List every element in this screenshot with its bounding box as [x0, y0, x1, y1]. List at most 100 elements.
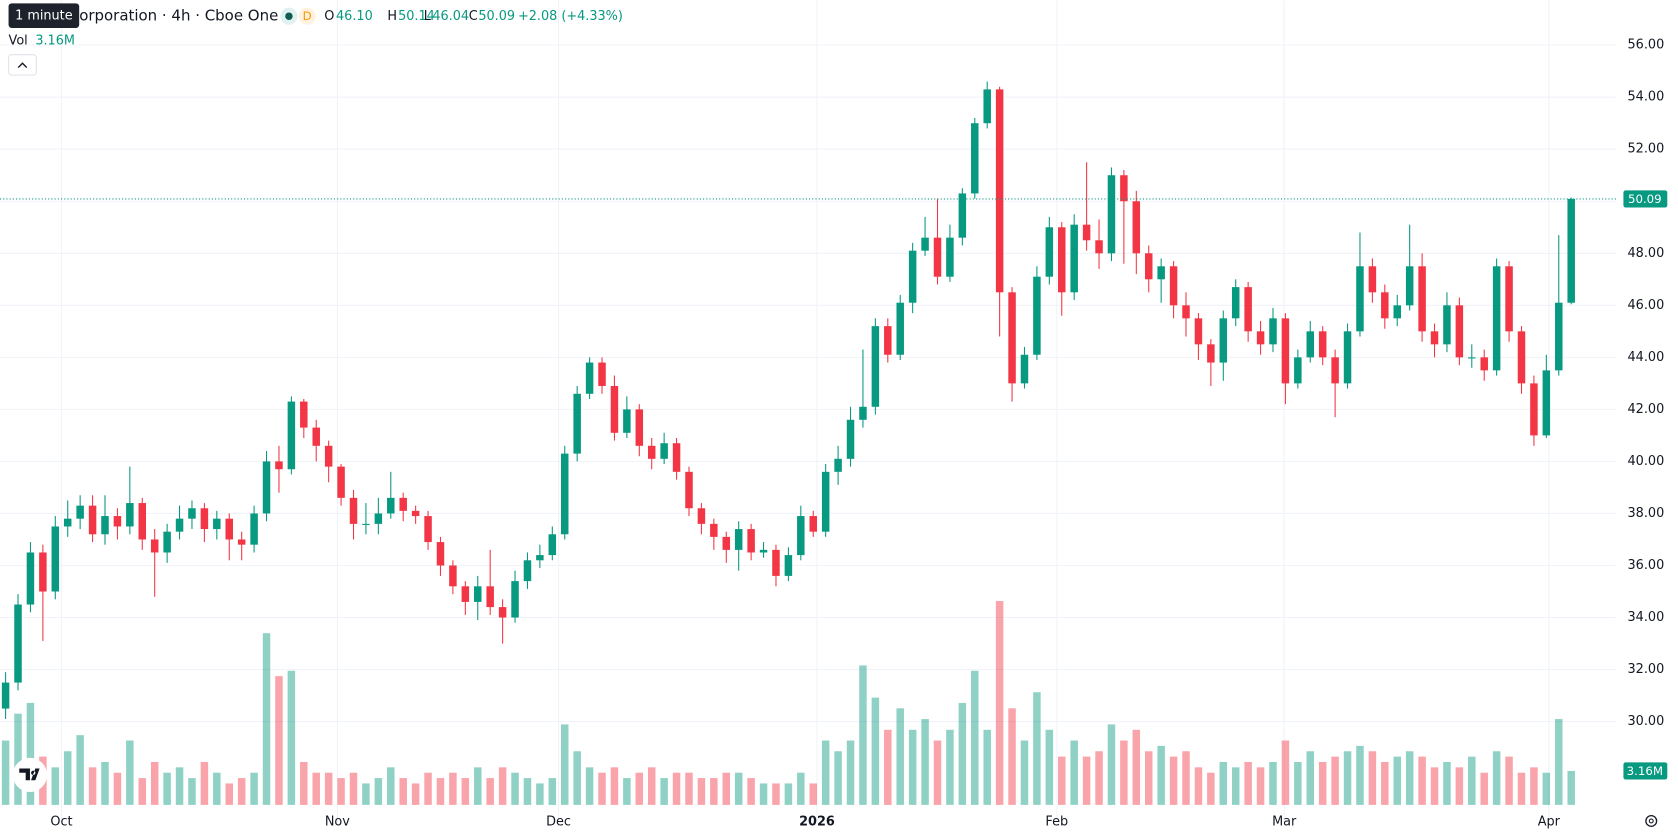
- volume-bar: [536, 783, 544, 805]
- settings-icon[interactable]: [1645, 814, 1658, 827]
- x-tick-label: Apr: [1538, 815, 1561, 830]
- volume-bar: [1095, 751, 1103, 805]
- volume-bar: [610, 767, 619, 805]
- volume-bar: [598, 772, 606, 805]
- candle-body: [349, 497, 358, 524]
- volume-bar: [237, 778, 246, 805]
- chart-title: orporation · 4h · Cboe One: [79, 7, 278, 25]
- candle-body: [1144, 253, 1153, 280]
- volume-bar: [486, 778, 494, 805]
- volume-bar: [250, 772, 258, 805]
- candle-body: [1231, 287, 1240, 319]
- candle-body: [1182, 305, 1190, 319]
- candle-body: [1207, 344, 1215, 363]
- candle-body: [1157, 266, 1165, 280]
- volume-bar: [150, 761, 159, 805]
- x-tick-label: Dec: [546, 815, 571, 830]
- candle-body: [1567, 198, 1575, 303]
- candle-body: [1219, 318, 1228, 363]
- legend-change: +2.08 (+4.33%): [518, 9, 623, 24]
- candle-body: [88, 505, 97, 535]
- volume-bar: [1231, 767, 1240, 805]
- volume-bar: [1294, 761, 1302, 805]
- candle-body: [275, 461, 283, 470]
- volume-bar: [523, 778, 532, 805]
- volume-bar: [933, 740, 942, 805]
- candle-body: [262, 461, 271, 514]
- candle-body: [1405, 266, 1414, 306]
- volume-bar: [647, 767, 656, 805]
- candle-body: [859, 406, 867, 420]
- volume-bar: [88, 767, 97, 805]
- candle-body: [672, 443, 681, 472]
- candle-body: [113, 516, 122, 527]
- volume-bar: [1356, 745, 1364, 805]
- candle-body: [647, 445, 656, 459]
- volume-bar: [1169, 756, 1178, 805]
- candle-body: [150, 539, 159, 553]
- candle-body: [1418, 266, 1426, 332]
- volume-bar: [958, 702, 967, 805]
- candle-body: [399, 497, 407, 511]
- candle-body: [1070, 224, 1078, 293]
- volume-bar: [859, 665, 867, 805]
- candle-body: [958, 193, 967, 238]
- volume-bar: [1405, 751, 1414, 805]
- volume-bar: [1505, 756, 1513, 805]
- candle-body: [1281, 318, 1290, 384]
- volume-bar: [26, 702, 35, 805]
- volume-bar: [324, 772, 333, 805]
- volume-bar: [722, 772, 731, 805]
- volume-bar: [1070, 740, 1078, 805]
- candle-body: [424, 516, 432, 543]
- volume-bar: [1555, 719, 1563, 805]
- candle-body: [1269, 318, 1277, 345]
- candle-body: [411, 510, 420, 517]
- volume-bar: [511, 772, 519, 805]
- candle-body: [821, 471, 830, 532]
- volume-bar: [461, 778, 470, 805]
- candle-body: [1045, 227, 1054, 277]
- volume-bar: [821, 740, 830, 805]
- candle-body: [560, 453, 569, 535]
- volume-bar: [113, 772, 122, 805]
- candle-body: [498, 607, 507, 618]
- candle-body: [1020, 354, 1029, 384]
- candle-body: [896, 302, 904, 355]
- candle-body: [1306, 331, 1315, 358]
- volume-bar: [548, 778, 557, 805]
- volume-bar: [660, 778, 668, 805]
- volume-bar: [287, 670, 296, 805]
- candle-body: [1132, 201, 1141, 254]
- volume-bar: [275, 676, 283, 805]
- candle-body: [51, 526, 60, 592]
- candle-body: [983, 89, 991, 124]
- volume-bar: [101, 761, 109, 805]
- volume-bar: [1542, 772, 1551, 805]
- legend-o-label: O: [324, 9, 334, 24]
- candle-body: [1, 682, 10, 709]
- volume-bar: [1567, 770, 1575, 805]
- legend-l: 46.04: [432, 9, 469, 24]
- volume-bar: [623, 778, 631, 805]
- x-tick-label: Feb: [1045, 815, 1068, 830]
- volume-bar: [946, 729, 954, 805]
- candle-body: [1294, 357, 1302, 384]
- volume-bar: [908, 729, 917, 805]
- candle-body: [1517, 331, 1526, 384]
- y-tick-label: 42.00: [1628, 402, 1665, 417]
- volume-bar: [1194, 767, 1203, 805]
- volume-bar: [200, 761, 209, 805]
- x-tick-label: Oct: [50, 815, 72, 830]
- candle-body: [834, 458, 842, 472]
- last-volume-label: 3.16M: [1627, 764, 1663, 778]
- x-tick-label: 2026: [799, 815, 835, 830]
- overlay: 30.00 32.00 34.00 36.00 38.00 40.00 42.00 44.00…: [0, 3, 1668, 830]
- collapse-button[interactable]: [8, 54, 37, 76]
- candle-body: [1430, 331, 1439, 345]
- volume-bar: [1, 740, 10, 805]
- legend-l-label: L: [424, 9, 432, 24]
- candle-body: [250, 513, 258, 545]
- volume-bar: [1368, 751, 1377, 805]
- candle-body: [1455, 305, 1464, 358]
